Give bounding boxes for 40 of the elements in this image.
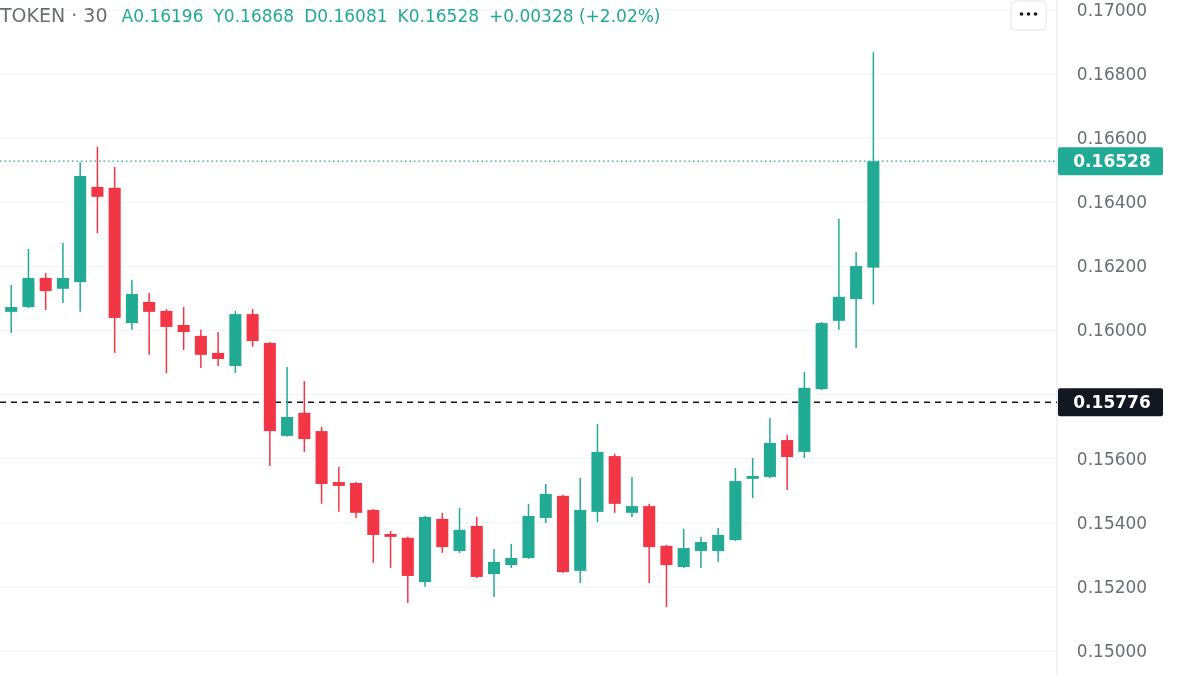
candlestick [677,528,690,569]
candlestick [660,544,673,608]
annotation: Y0.16868 [212,6,295,26]
candlestick [712,527,725,563]
y-tick-label: 0.16800 [1076,63,1148,84]
annotation: D0.16081 [304,6,388,26]
y-tick-label: 0.15200 [1076,576,1148,597]
candlestick [746,457,759,499]
candlestick [194,329,207,369]
candlestick [177,306,190,351]
y-tick-label: 0.16200 [1076,256,1148,277]
candlestick [625,476,638,518]
y-tick-label: 0.15000 [1076,640,1148,661]
annotation: K0.16528 [397,6,480,26]
candlestick [212,331,225,367]
candlestick [694,536,707,569]
y-tick-label: 0.16000 [1076,320,1148,341]
annotation: +0.00328 (+2.02%) [489,6,661,26]
ref-line-label: 0.15776 [1073,392,1151,413]
candlestick [5,284,18,334]
candlestick [332,466,345,513]
y-tick-label: 0.15600 [1076,448,1148,469]
candlestick [281,366,294,438]
candlestick [39,272,52,311]
candlestick [160,308,173,374]
y-tick-label: 0.15400 [1076,512,1148,533]
candlestick [91,146,104,234]
candlestick [56,242,69,304]
y-tick-label: 0.16400 [1076,192,1148,213]
candlestick [453,507,466,554]
candlestick [487,548,501,598]
candlestick [781,434,794,491]
chart-title: TOKEN · 30 [0,4,108,26]
y-tick-label: 0.16600 [1076,128,1148,149]
y-tick-label: 0.17000 [1076,0,1148,20]
candlestick [384,530,397,569]
candlestick [505,543,518,569]
annotation: A0.16196 [121,6,204,26]
ref-line-label: 0.16528 [1073,151,1151,172]
candlestick [143,292,156,356]
